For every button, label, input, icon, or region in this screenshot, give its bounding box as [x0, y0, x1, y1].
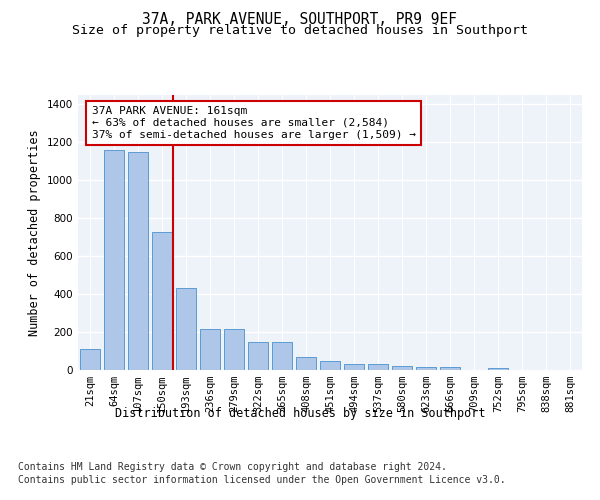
Text: Size of property relative to detached houses in Southport: Size of property relative to detached ho…	[72, 24, 528, 37]
Text: Contains public sector information licensed under the Open Government Licence v3: Contains public sector information licen…	[18, 475, 506, 485]
Text: Distribution of detached houses by size in Southport: Distribution of detached houses by size …	[115, 408, 485, 420]
Bar	[320, 360, 340, 370]
Bar	[104, 150, 124, 370]
Bar	[80, 349, 100, 370]
Text: 37A PARK AVENUE: 161sqm
← 63% of detached houses are smaller (2,584)
37% of semi: 37A PARK AVENUE: 161sqm ← 63% of detache…	[92, 106, 416, 140]
Bar	[176, 288, 196, 370]
Text: 37A, PARK AVENUE, SOUTHPORT, PR9 9EF: 37A, PARK AVENUE, SOUTHPORT, PR9 9EF	[143, 12, 458, 28]
Y-axis label: Number of detached properties: Number of detached properties	[28, 129, 41, 336]
Bar	[248, 342, 268, 370]
Bar	[440, 367, 460, 370]
Bar	[392, 366, 412, 370]
Bar	[368, 364, 388, 370]
Bar	[416, 367, 436, 370]
Bar	[128, 152, 148, 370]
Bar	[224, 329, 244, 370]
Text: Contains HM Land Registry data © Crown copyright and database right 2024.: Contains HM Land Registry data © Crown c…	[18, 462, 447, 472]
Bar	[272, 342, 292, 370]
Bar	[488, 368, 508, 370]
Bar	[344, 364, 364, 370]
Bar	[200, 329, 220, 370]
Bar	[152, 232, 172, 370]
Bar	[296, 356, 316, 370]
